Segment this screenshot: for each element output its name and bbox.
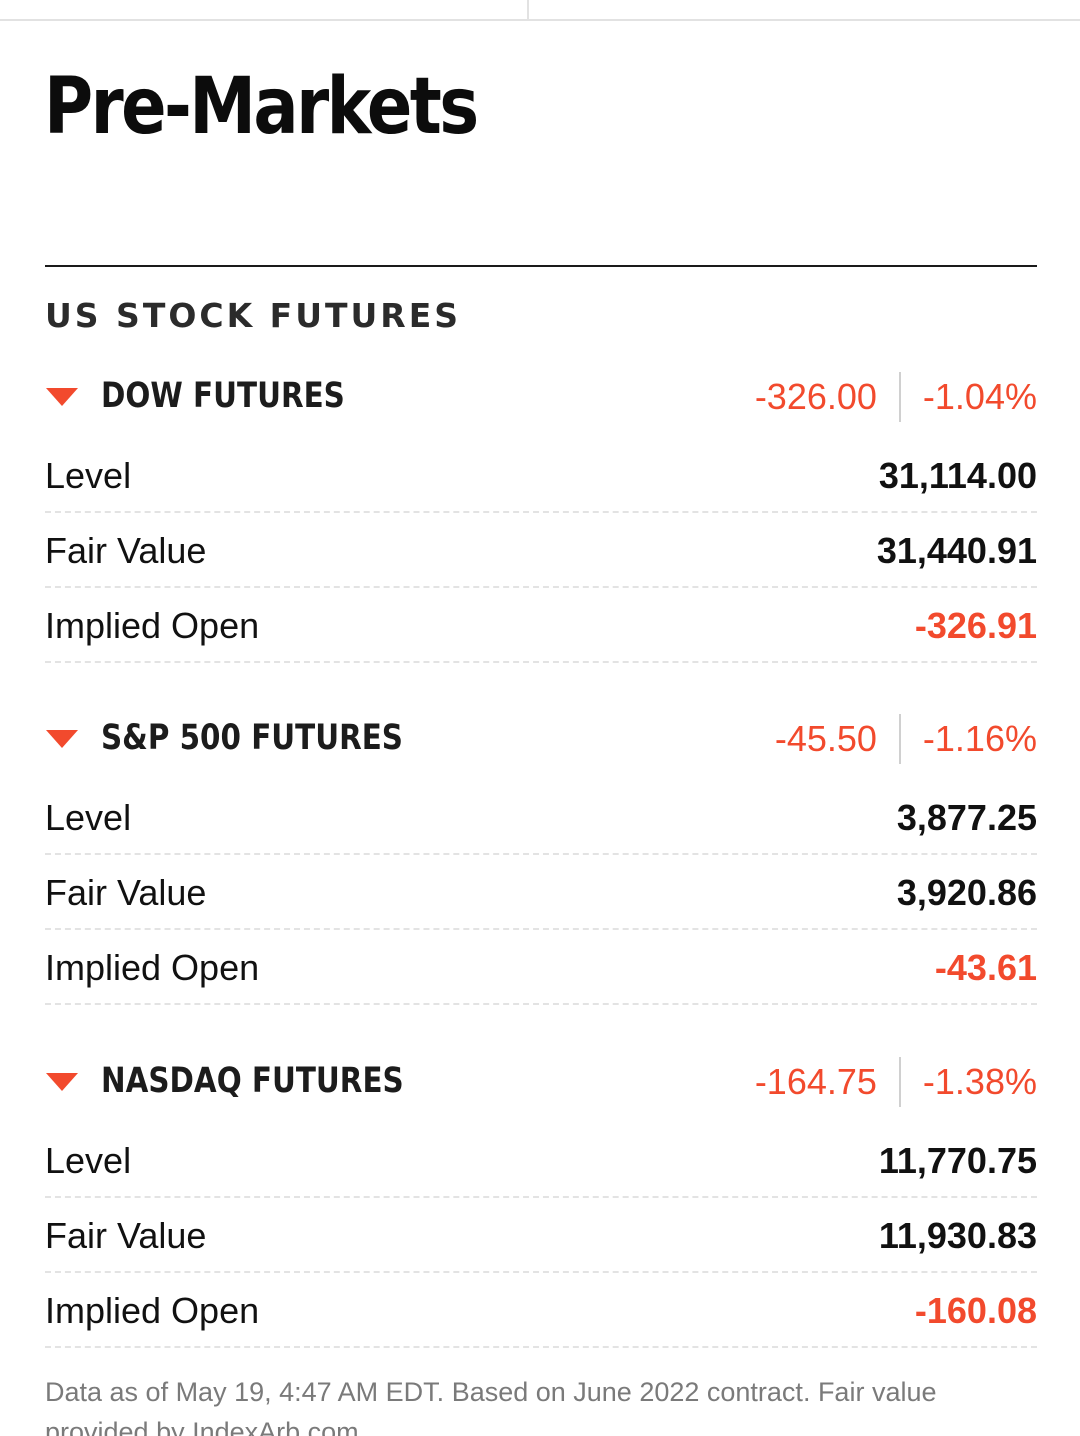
row-value: -160.08 — [914, 1289, 1037, 1331]
level-row: Level 11,770.75 — [45, 1123, 1037, 1198]
row-value: -326.91 — [914, 604, 1037, 646]
futures-block-nasdaq: NASDAQ FUTURES -164.75 -1.38% Level 11,7… — [45, 1053, 1037, 1348]
row-value: 31,114.00 — [878, 454, 1037, 496]
futures-change-pct: -1.16% — [922, 718, 1037, 759]
row-label: Fair Value — [45, 871, 207, 913]
row-label: Implied Open — [45, 946, 260, 988]
row-value: 11,930.83 — [878, 1214, 1037, 1256]
futures-name: S&P 500 FUTURES — [101, 718, 403, 758]
row-label: Fair Value — [45, 529, 207, 571]
row-value: 31,440.91 — [876, 529, 1037, 571]
row-label: Level — [45, 796, 132, 838]
futures-change: -164.75 — [754, 1061, 877, 1102]
futures-block-sp500: S&P 500 FUTURES -45.50 -1.16% Level 3,87… — [45, 710, 1037, 1005]
row-label: Level — [45, 1139, 132, 1181]
futures-header[interactable]: NASDAQ FUTURES -164.75 -1.38% — [45, 1053, 1037, 1123]
futures-change-pct: -1.04% — [922, 376, 1037, 417]
futures-change: -326.00 — [754, 376, 877, 417]
implied-open-row: Implied Open -43.61 — [45, 930, 1037, 1005]
triangle-down-icon — [46, 1073, 78, 1091]
row-label: Implied Open — [45, 604, 260, 646]
top-tab-strip — [0, 0, 1080, 21]
row-label: Level — [45, 454, 132, 496]
futures-block-dow: DOW FUTURES -326.00 -1.04% Level 31,114.… — [45, 368, 1037, 663]
triangle-down-icon — [46, 388, 78, 406]
row-value: 11,770.75 — [878, 1139, 1037, 1181]
futures-name: DOW FUTURES — [101, 376, 345, 416]
futures-header[interactable]: S&P 500 FUTURES -45.50 -1.16% — [45, 710, 1037, 780]
section-rule — [45, 265, 1037, 267]
futures-change-group: -164.75 -1.38% — [755, 1057, 1037, 1107]
fair-value-row: Fair Value 11,930.83 — [45, 1198, 1037, 1273]
row-value: 3,920.86 — [896, 871, 1037, 913]
change-separator — [898, 714, 901, 764]
futures-change-group: -45.50 -1.16% — [775, 714, 1037, 764]
level-row: Level 3,877.25 — [45, 780, 1037, 855]
change-separator — [898, 1057, 901, 1107]
fair-value-row: Fair Value 31,440.91 — [45, 513, 1037, 588]
futures-header[interactable]: DOW FUTURES -326.00 -1.04% — [45, 368, 1037, 438]
implied-open-row: Implied Open -160.08 — [45, 1273, 1037, 1348]
section-title: US STOCK FUTURES — [45, 296, 462, 335]
level-row: Level 31,114.00 — [45, 438, 1037, 513]
row-label: Fair Value — [45, 1214, 207, 1256]
change-separator — [898, 372, 901, 422]
futures-name: NASDAQ FUTURES — [101, 1061, 404, 1101]
futures-change-pct: -1.38% — [922, 1061, 1037, 1102]
tab-divider — [527, 0, 529, 19]
data-footnote: Data as of May 19, 4:47 AM EDT. Based on… — [45, 1377, 937, 1436]
futures-change-group: -326.00 -1.04% — [755, 372, 1037, 422]
row-label: Implied Open — [45, 1289, 260, 1331]
implied-open-row: Implied Open -326.91 — [45, 588, 1037, 663]
fair-value-row: Fair Value 3,920.86 — [45, 855, 1037, 930]
triangle-down-icon — [46, 730, 78, 748]
page-title: Pre-Markets — [44, 62, 479, 152]
futures-change: -45.50 — [774, 718, 877, 759]
row-value: -43.61 — [934, 946, 1037, 988]
row-value: 3,877.25 — [896, 796, 1037, 838]
